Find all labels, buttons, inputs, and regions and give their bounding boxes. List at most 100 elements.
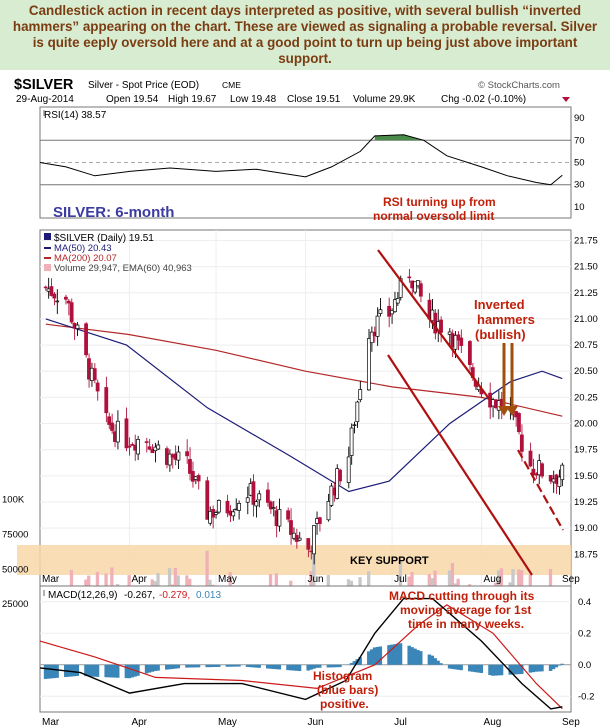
macd-histogram-bar bbox=[468, 664, 472, 672]
rsi-annotation-line2: normal oversold limit bbox=[373, 209, 494, 223]
candle-body bbox=[519, 434, 524, 452]
candle-body bbox=[225, 500, 230, 514]
candle-body bbox=[277, 509, 282, 527]
macd-histogram-bar bbox=[372, 647, 377, 665]
macd-histogram-bar bbox=[514, 664, 518, 675]
macd-histogram-bar bbox=[335, 664, 339, 668]
macd-histogram-bar bbox=[153, 664, 157, 671]
macd-histogram-bar bbox=[375, 646, 380, 665]
candle-body bbox=[124, 418, 129, 449]
candle-body bbox=[312, 525, 316, 555]
candle-body bbox=[167, 453, 172, 466]
macd-histogram-bar bbox=[55, 664, 59, 678]
macd-histogram-bar bbox=[519, 664, 524, 674]
macd-legend-macd: -0.267, bbox=[124, 590, 155, 601]
candle-body bbox=[176, 451, 181, 461]
month-label: Sep bbox=[562, 717, 580, 728]
candle-body bbox=[237, 502, 241, 511]
chart-symbol: $SILVER bbox=[14, 77, 74, 93]
month-label: Apr bbox=[131, 717, 147, 728]
macd-histogram-bar bbox=[216, 664, 221, 667]
candle-body bbox=[205, 480, 210, 520]
price-tick-label: 19.25 bbox=[574, 497, 598, 508]
macd-histogram-bar bbox=[390, 644, 394, 665]
candle-body bbox=[268, 501, 273, 510]
volume-tick-label: 25000 bbox=[2, 599, 28, 610]
ohlc-low: Low 19.48 bbox=[230, 94, 277, 105]
candle-body bbox=[84, 323, 88, 356]
month-label: Mar bbox=[42, 717, 60, 728]
macd-histogram-bar bbox=[165, 664, 169, 670]
rsi-legend: RSI(14) 38.57 bbox=[44, 110, 107, 121]
macd-histogram-bar bbox=[214, 664, 218, 668]
legend-ma200: MA(200) 20.07 bbox=[54, 253, 117, 264]
macd-histogram-bar bbox=[488, 664, 492, 676]
candle-body bbox=[55, 300, 60, 303]
macd-histogram-bar bbox=[75, 664, 80, 676]
macd-histogram-bar bbox=[367, 651, 371, 665]
price-tick-label: 19.50 bbox=[574, 471, 598, 482]
candle-body bbox=[329, 485, 334, 506]
macd-histogram-bar bbox=[540, 664, 544, 672]
candle-body bbox=[185, 451, 189, 457]
candle-body bbox=[456, 334, 461, 341]
month-label: May bbox=[218, 717, 237, 728]
macd-histogram-bar bbox=[433, 658, 437, 665]
legend-volume-swatch bbox=[44, 264, 51, 271]
price-panel-title: SILVER: 6-month bbox=[53, 204, 174, 221]
macd-tick-label: 0.2 bbox=[578, 628, 591, 639]
candle-body bbox=[254, 501, 259, 507]
hammer-arrow-1-icon bbox=[498, 406, 510, 416]
candle-body bbox=[439, 319, 443, 333]
candle-body bbox=[136, 439, 140, 455]
macd-histogram-bar bbox=[499, 664, 504, 676]
macd-signal-line bbox=[39, 604, 563, 710]
candle-body bbox=[459, 337, 464, 346]
macd-histogram-bar bbox=[87, 664, 91, 677]
macd-histogram-bar bbox=[188, 664, 192, 668]
rsi-tick-label: 30 bbox=[574, 180, 585, 191]
month-label: Apr bbox=[131, 574, 147, 585]
macd-histogram-bar bbox=[130, 664, 134, 678]
macd-histogram-bar bbox=[557, 664, 562, 666]
candle-body bbox=[188, 459, 192, 474]
macd-histogram-bar bbox=[52, 664, 56, 679]
candle-body bbox=[104, 387, 109, 414]
macd-histogram-bar bbox=[144, 664, 149, 674]
macd-histogram-bar bbox=[176, 664, 181, 669]
macd-histogram-bar bbox=[309, 664, 313, 670]
macd-histogram-bar bbox=[191, 664, 195, 668]
macd-histogram-bar bbox=[245, 664, 250, 667]
macd-histogram-bar bbox=[297, 664, 302, 672]
chart-exchange: CME bbox=[222, 80, 241, 90]
candle-body bbox=[413, 281, 417, 293]
ohlc-high: High 19.67 bbox=[168, 94, 217, 105]
macd-histogram-bar bbox=[494, 664, 498, 676]
macd-histogram-bar bbox=[416, 650, 420, 665]
macd-histogram-bar bbox=[430, 655, 435, 665]
legend-ma50: MA(50) 20.43 bbox=[54, 243, 112, 254]
macd-histogram-bar bbox=[173, 664, 178, 669]
macd-histogram-bar bbox=[268, 664, 273, 669]
candle-body bbox=[306, 538, 311, 550]
macd-histogram-bar bbox=[312, 664, 316, 669]
macd-histogram-bar bbox=[306, 664, 310, 671]
macd-histogram-bar bbox=[534, 664, 538, 672]
candle-body bbox=[190, 471, 195, 482]
macd-histogram-bar bbox=[43, 664, 48, 679]
month-axis-macd: Mar Apr May Jun Jul Aug Sep bbox=[42, 717, 580, 728]
candle-body bbox=[110, 422, 114, 431]
candle-body bbox=[75, 324, 80, 329]
rsi-ticks: 90 70 50 30 10 bbox=[574, 113, 585, 213]
hammer-annotation-line2: hammers bbox=[477, 312, 535, 327]
macd-histogram-bar bbox=[537, 664, 541, 672]
month-label: Mar bbox=[42, 574, 60, 585]
macd-histogram-bar bbox=[407, 645, 411, 665]
rsi-grid bbox=[40, 139, 571, 186]
rsi-tick-label: 70 bbox=[574, 135, 585, 146]
candle-body bbox=[216, 500, 221, 513]
chart-date: 29-Aug-2014 bbox=[16, 94, 74, 105]
commentary-text: Candlestick action in recent days interp… bbox=[0, 0, 610, 70]
candle-body bbox=[156, 444, 161, 450]
macd-line bbox=[39, 597, 563, 710]
